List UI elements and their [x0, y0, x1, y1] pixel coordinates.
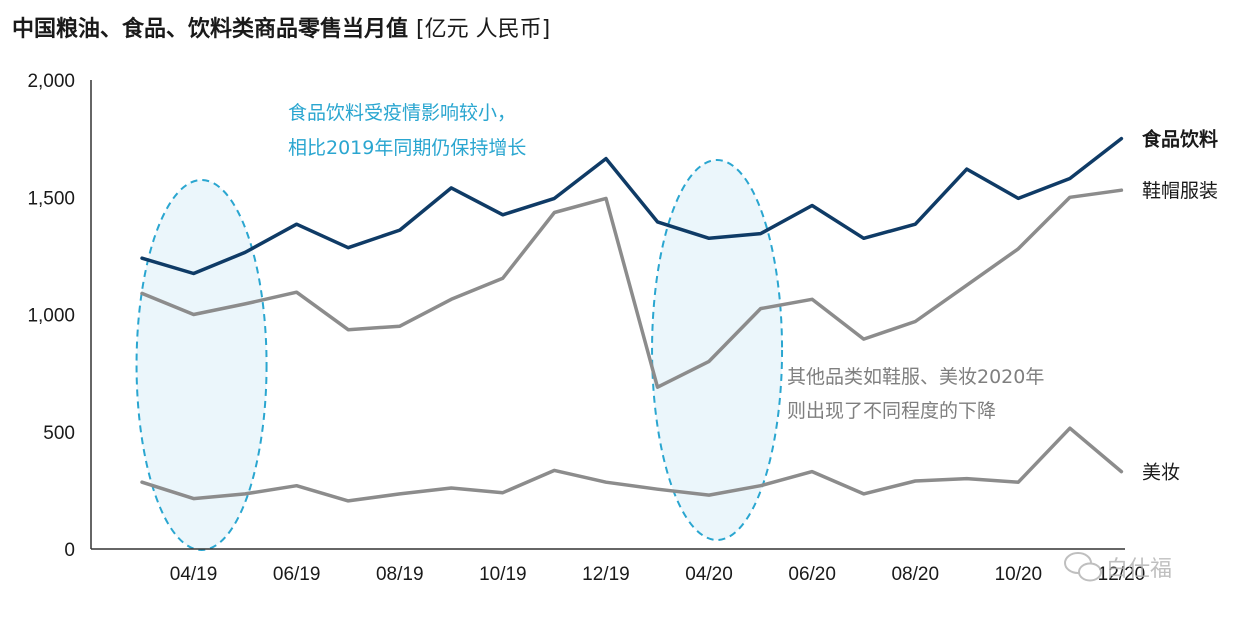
x-tick-label: 06/20	[788, 564, 836, 585]
annotation-gray-line1: 其他品类如鞋服、美妆2020年	[787, 366, 1044, 388]
x-tick-label: 12/19	[582, 564, 630, 585]
series-line-2	[140, 188, 1124, 389]
series-line-1	[140, 136, 1124, 276]
x-tick-label: 08/20	[891, 564, 939, 585]
y-tick-label: 1,000	[27, 306, 75, 327]
x-tick-label: 10/19	[479, 564, 527, 585]
series-line-3	[140, 426, 1124, 503]
x-tick-label: 04/20	[685, 564, 733, 585]
y-tick-label: 2,000	[27, 71, 75, 92]
chart-title: 中国粮油、食品、饮料类商品零售当月值 [亿元 人民币]	[12, 16, 550, 42]
series-label-1: 食品饮料	[1142, 128, 1218, 151]
series-label-2: 鞋帽服装	[1142, 180, 1218, 202]
y-tick-label: 0	[64, 540, 75, 561]
highlight-regions	[135, 159, 784, 551]
watermark-text: 白仕福	[1106, 557, 1172, 582]
series-lines	[140, 136, 1124, 503]
x-tick-label: 04/19	[170, 564, 218, 585]
annotation-blue-line1: 食品饮料受疫情影响较小，	[288, 102, 516, 124]
y-tick-label: 500	[43, 423, 75, 444]
x-tick-label: 08/19	[376, 564, 424, 585]
wechat-icon	[1064, 552, 1102, 582]
x-tick-label: 06/19	[273, 564, 321, 585]
highlight-ellipse-1	[135, 179, 268, 551]
y-tick-labels: 0 500 1,000 1,500 2,000	[27, 71, 75, 561]
x-tick-label: 12/20	[1098, 564, 1146, 585]
annotation-blue-line2: 相比2019年同期仍保持增长	[288, 137, 526, 159]
watermark: 白仕福	[1064, 552, 1172, 582]
x-tick-label: 10/20	[995, 564, 1043, 585]
highlight-ellipse-2	[651, 159, 784, 541]
x-tick-labels: 04/19 06/19 08/19 10/19 12/19 04/20 06/20 08/20…	[170, 564, 1145, 585]
annotation-gray-line2: 则出现了不同程度的下降	[787, 400, 996, 422]
y-tick-label: 1,500	[27, 188, 75, 209]
series-label-3: 美妆	[1142, 462, 1180, 484]
